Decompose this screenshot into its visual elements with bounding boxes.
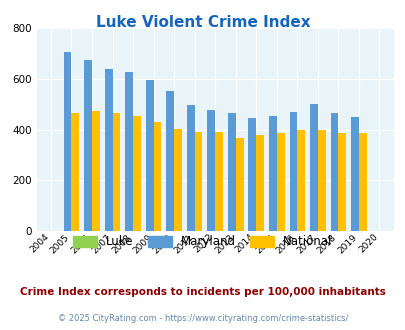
Bar (235, 138, 243, 231)
Bar (92, 111, 100, 231)
Bar (112, 113, 120, 231)
Text: Crime Index corresponds to incidents per 100,000 inhabitants: Crime Index corresponds to incidents per… (20, 287, 385, 297)
Bar (317, 129, 325, 231)
Bar (64, 52, 71, 231)
Bar (153, 122, 161, 231)
Bar (227, 113, 235, 231)
Bar (174, 129, 181, 231)
Bar (84, 60, 92, 231)
Bar (215, 132, 222, 231)
Legend: Luke, Maryland, National: Luke, Maryland, National (68, 231, 337, 253)
Bar (337, 133, 345, 231)
Bar (104, 69, 112, 231)
Bar (309, 104, 317, 231)
Text: Luke Violent Crime Index: Luke Violent Crime Index (96, 15, 309, 30)
Bar (194, 132, 202, 231)
Bar (296, 129, 305, 231)
Bar (145, 80, 153, 231)
Bar (125, 73, 133, 231)
Bar (289, 112, 296, 231)
Bar (248, 117, 256, 231)
Bar (186, 105, 194, 231)
Bar (166, 91, 174, 231)
Bar (358, 133, 366, 231)
Bar (330, 113, 337, 231)
Text: © 2025 CityRating.com - https://www.cityrating.com/crime-statistics/: © 2025 CityRating.com - https://www.city… (58, 314, 347, 323)
Bar (256, 135, 263, 231)
Bar (133, 116, 141, 231)
Bar (350, 117, 358, 231)
Bar (276, 133, 284, 231)
Bar (269, 115, 276, 231)
Bar (207, 110, 215, 231)
Bar (71, 113, 79, 231)
